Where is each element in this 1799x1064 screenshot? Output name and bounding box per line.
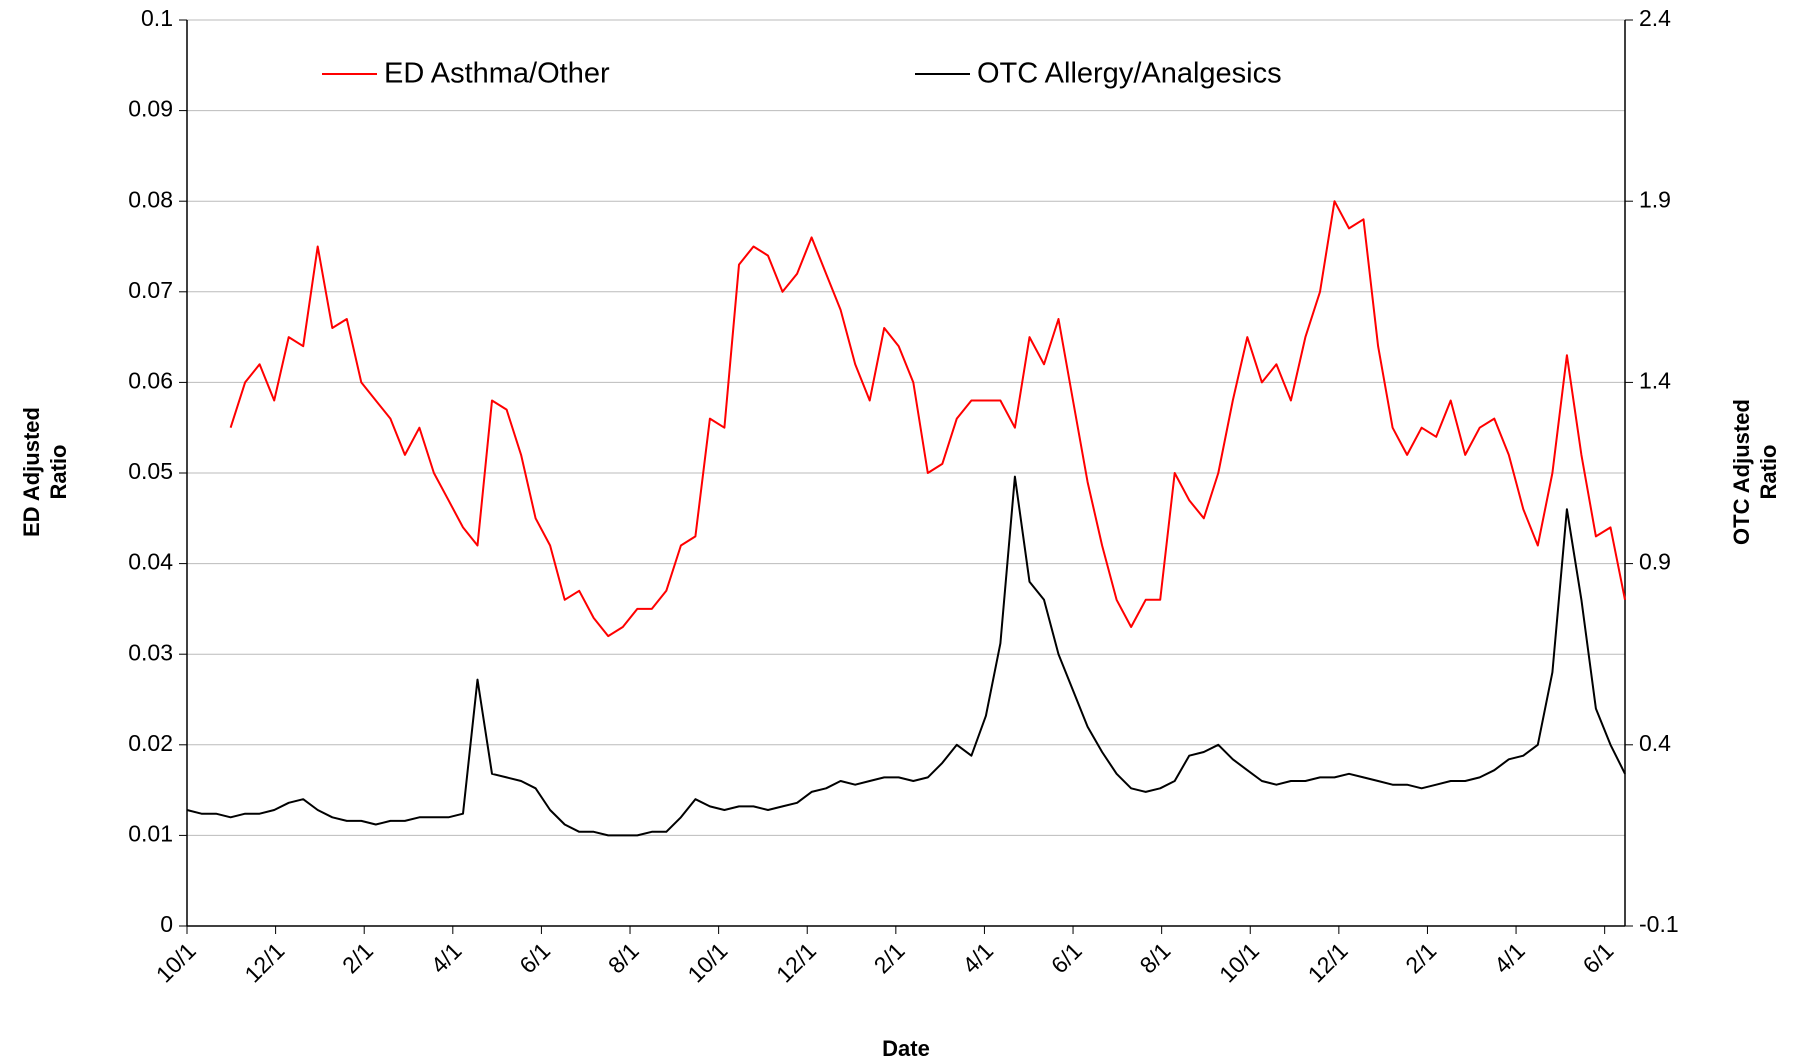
x-tick-label: 4/1 [1489,937,1530,978]
x-tick-label: 12/1 [771,937,821,987]
y-tick-label: 0.08 [128,186,173,212]
x-axis-title: Date [882,1036,930,1061]
y-tick-label: 0 [160,911,173,937]
x-tick-label: 6/1 [1577,937,1618,978]
x-tick-label: 10/1 [151,937,201,987]
y2-tick-label: 0.9 [1639,549,1671,575]
y2-axis-title: OTC Adjusted Ratio [1729,399,1781,545]
y-axis-title: ED Adjusted Ratio [19,407,71,537]
y2-tick-label: 1.9 [1639,186,1671,212]
x-tick-label: 4/1 [426,937,467,978]
x-tick-label: 2/1 [1400,937,1441,978]
y-tick-label: 0.04 [128,549,173,575]
y2-tick-label: 1.4 [1639,367,1671,393]
legend-label: ED Asthma/Other [384,58,610,90]
y-tick-label: 0.1 [141,5,173,31]
legend-label: OTC Allergy/Analgesics [977,58,1282,90]
x-tick-label: 4/1 [957,937,998,978]
x-tick-label: 12/1 [239,937,289,987]
x-tick-label: 12/1 [1303,937,1353,987]
y-tick-label: 0.09 [128,96,173,122]
x-tick-label: 2/1 [337,937,378,978]
x-tick-label: 10/1 [682,937,732,987]
y2-tick-label: 0.4 [1639,730,1671,756]
x-tick-label: 8/1 [1134,937,1175,978]
y-tick-label: 0.03 [128,639,173,665]
series-line [229,200,1626,638]
y-tick-label: 0.02 [128,730,173,756]
x-tick-label: 6/1 [1046,937,1087,978]
x-tick-label: 6/1 [514,937,555,978]
series-line [186,475,1626,837]
x-tick-label: 10/1 [1214,937,1264,987]
y-tick-label: 0.06 [128,367,173,393]
x-tick-label: 8/1 [603,937,644,978]
x-tick-label: 2/1 [869,937,910,978]
y-tick-label: 0.05 [128,458,173,484]
y-tick-label: 0.01 [128,820,173,846]
y2-tick-label: -0.1 [1639,911,1679,937]
y2-tick-label: 2.4 [1639,5,1671,31]
y-tick-label: 0.07 [128,277,173,303]
